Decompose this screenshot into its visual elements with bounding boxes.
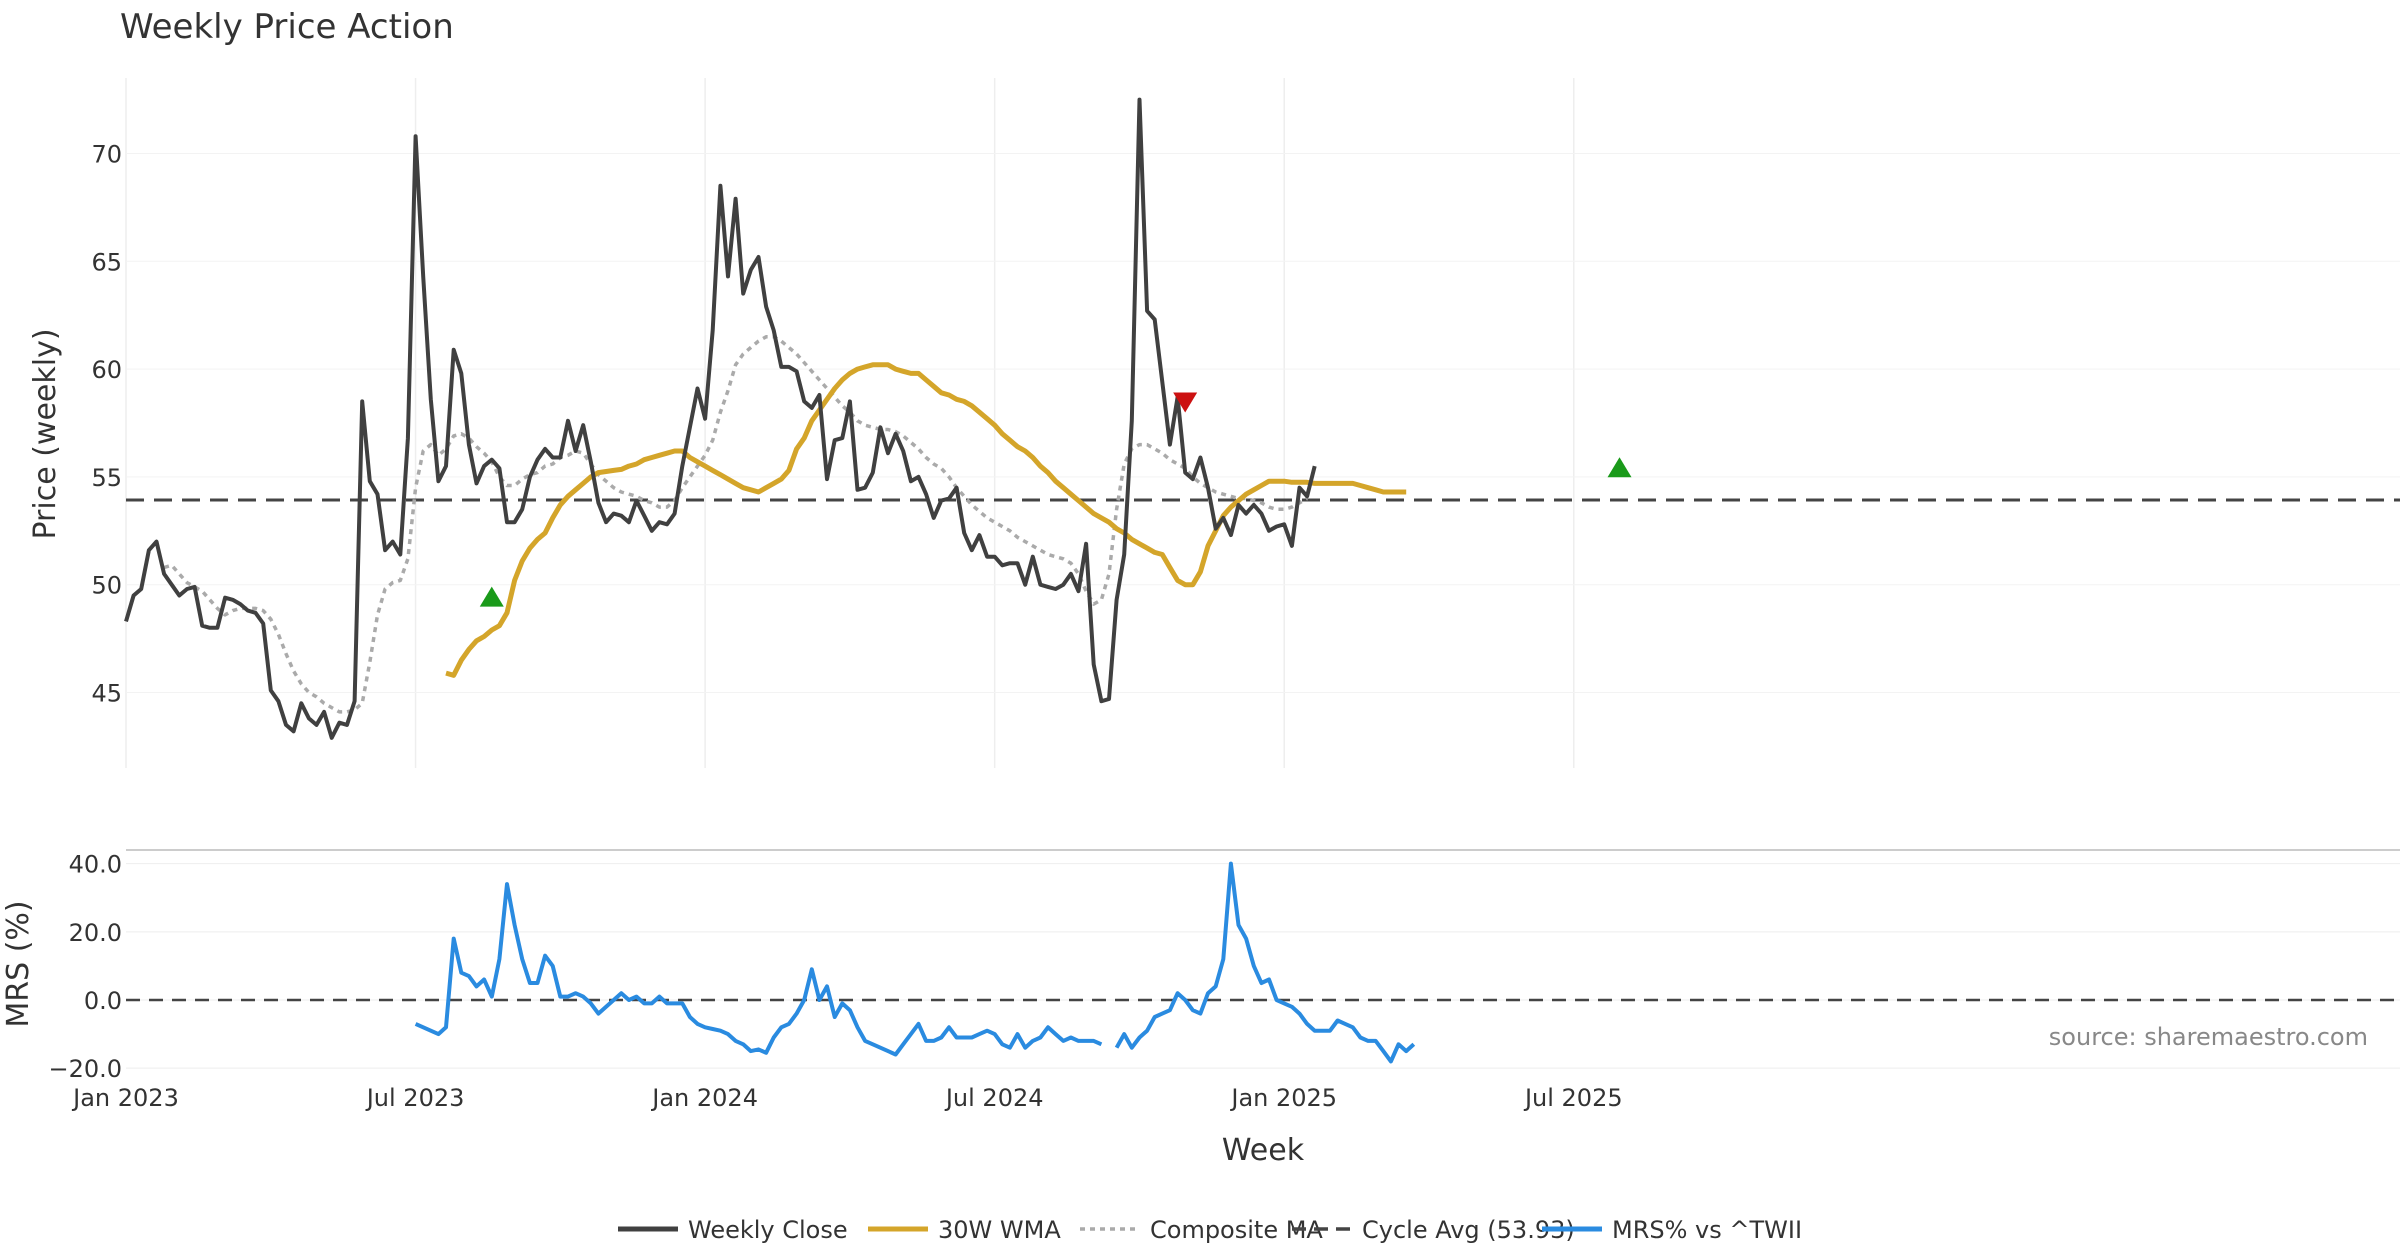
price-gridlines	[125, 78, 2400, 768]
x-tick-label: Jul 2024	[944, 1084, 1044, 1112]
legend-label-wma: 30W WMA	[938, 1216, 1061, 1244]
x-tick-label: Jan 2023	[71, 1084, 179, 1112]
mrs-axis-label: MRS (%)	[1, 900, 36, 1027]
x-tick-label: Jul 2023	[365, 1084, 465, 1112]
weekly-close-line	[124, 97, 1317, 740]
legend-label-close: Weekly Close	[688, 1216, 848, 1244]
composite-ma-line	[163, 335, 1308, 714]
legend-label-cycle: Cycle Avg (53.93)	[1362, 1216, 1575, 1244]
source-note: source: sharemaestro.com	[2049, 1023, 2368, 1051]
buy-signal-marker	[1607, 457, 1632, 478]
price-y-tick-label: 65	[91, 248, 122, 276]
price-axis-ticks: 45 50 55 60 65 70	[91, 140, 122, 707]
mrs-y-tick-label: 20.0	[69, 919, 122, 947]
wma-30w-line	[445, 362, 1407, 678]
mrs-y-tick-label: 40.0	[69, 851, 122, 879]
mrs-y-tick-label: −20.0	[48, 1055, 122, 1083]
x-axis-ticks: Jan 2023 Jul 2023 Jan 2024 Jul 2024 Jan 2025…	[71, 1084, 1622, 1112]
x-tick-label: Jul 2025	[1523, 1084, 1623, 1112]
price-y-tick-label: 60	[91, 356, 122, 384]
x-tick-label: Jan 2024	[650, 1084, 758, 1112]
legend-label-mrs: MRS% vs ^TWII	[1612, 1216, 1802, 1244]
price-y-tick-label: 55	[91, 464, 122, 492]
price-y-tick-label: 45	[91, 680, 122, 708]
x-tick-label: Jan 2025	[1229, 1084, 1337, 1112]
price-y-tick-label: 50	[91, 572, 122, 600]
chart-title: Weekly Price Action	[120, 7, 454, 47]
sell-signal-marker	[1173, 392, 1198, 413]
x-axis-label: Week	[1222, 1133, 1305, 1168]
buy-signal-marker	[479, 586, 504, 607]
price-axis-label: Price (weekly)	[28, 328, 63, 539]
mrs-y-tick-label: 0.0	[84, 987, 122, 1015]
legend: Weekly Close 30W WMA Composite MA Cycle Avg…	[618, 1216, 1802, 1244]
mrs-line	[414, 861, 1416, 1064]
price-y-tick-label: 70	[91, 140, 122, 168]
mrs-axis-ticks: −20.0 0.0 20.0 40.0	[48, 851, 122, 1084]
